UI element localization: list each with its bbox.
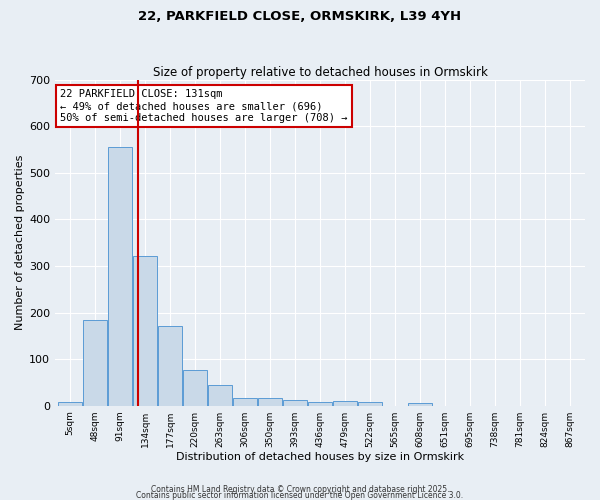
- Bar: [333, 401, 357, 406]
- Bar: [308, 402, 332, 406]
- Bar: [233, 398, 257, 406]
- X-axis label: Distribution of detached houses by size in Ormskirk: Distribution of detached houses by size …: [176, 452, 464, 462]
- Bar: [183, 370, 207, 406]
- Y-axis label: Number of detached properties: Number of detached properties: [15, 155, 25, 330]
- Text: Contains public sector information licensed under the Open Government Licence 3.: Contains public sector information licen…: [136, 490, 464, 500]
- Bar: [408, 404, 432, 406]
- Bar: [258, 398, 282, 406]
- Text: Contains HM Land Registry data © Crown copyright and database right 2025.: Contains HM Land Registry data © Crown c…: [151, 484, 449, 494]
- Bar: [208, 384, 232, 406]
- Bar: [83, 320, 107, 406]
- Title: Size of property relative to detached houses in Ormskirk: Size of property relative to detached ho…: [152, 66, 488, 78]
- Bar: [133, 256, 157, 406]
- Bar: [283, 400, 307, 406]
- Text: 22 PARKFIELD CLOSE: 131sqm
← 49% of detached houses are smaller (696)
50% of sem: 22 PARKFIELD CLOSE: 131sqm ← 49% of deta…: [61, 90, 348, 122]
- Bar: [108, 147, 132, 406]
- Bar: [358, 402, 382, 406]
- Text: 22, PARKFIELD CLOSE, ORMSKIRK, L39 4YH: 22, PARKFIELD CLOSE, ORMSKIRK, L39 4YH: [139, 10, 461, 23]
- Bar: [158, 326, 182, 406]
- Bar: [58, 402, 82, 406]
